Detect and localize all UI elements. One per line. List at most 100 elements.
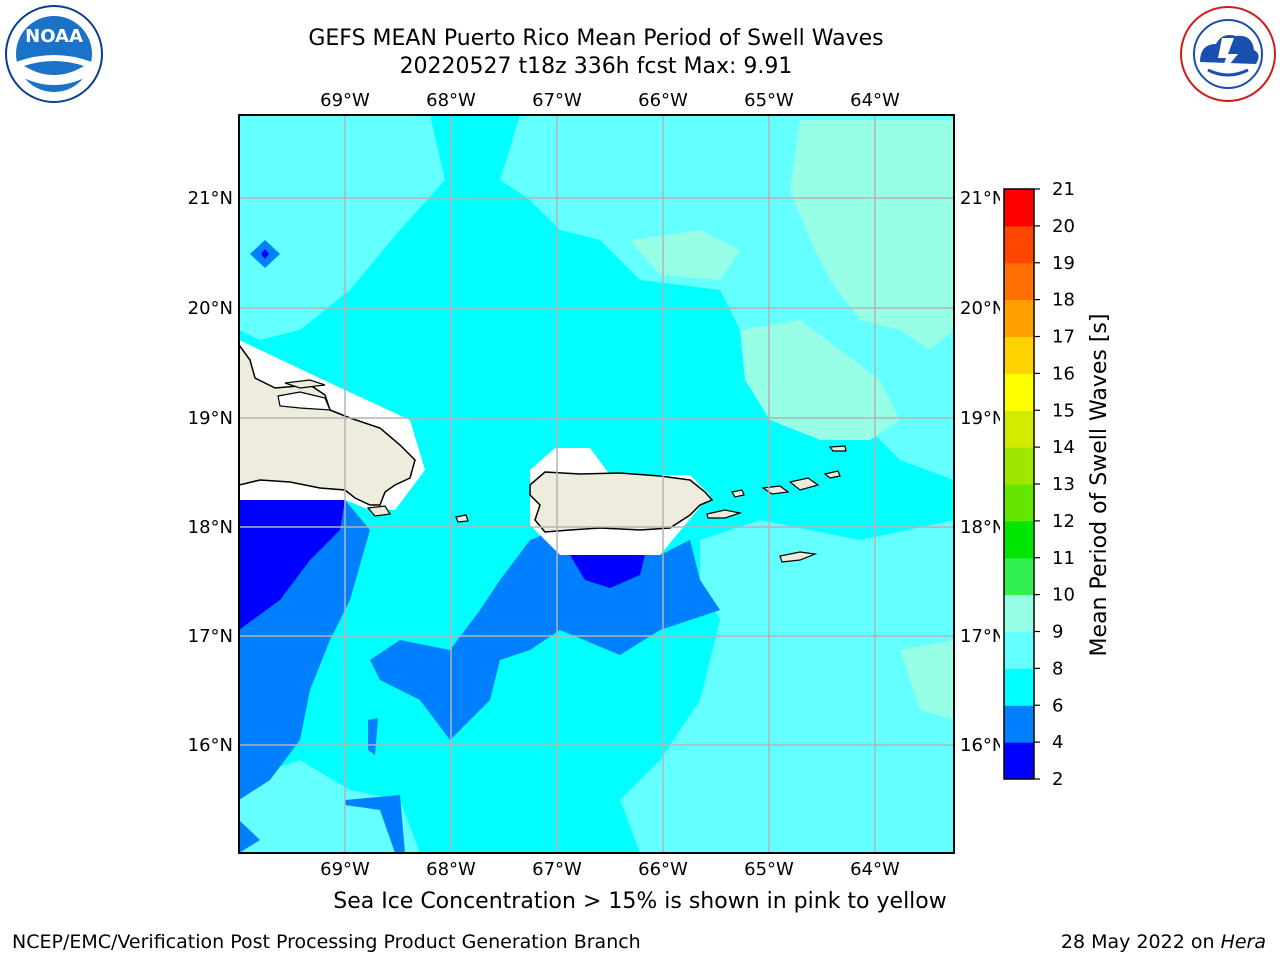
swell-region-9-10-mid bbox=[740, 320, 900, 440]
colorbar-segment bbox=[1004, 484, 1034, 522]
lon-label: 69°W bbox=[320, 90, 370, 111]
swell-region-8-9-se bbox=[620, 520, 954, 853]
lat-label: 17°N bbox=[188, 626, 233, 647]
colorbar-tick-label: 21 bbox=[1052, 179, 1075, 200]
swell-region-8-9-diamond bbox=[834, 598, 862, 624]
swell-region-4-6-sw bbox=[239, 820, 260, 853]
colorbar-tick-label: 10 bbox=[1052, 585, 1075, 606]
lon-label: 68°W bbox=[426, 859, 476, 880]
lat-label: 16°N bbox=[960, 735, 1005, 756]
colorbar-tick-label: 15 bbox=[1052, 400, 1075, 421]
colorbar-segment bbox=[1004, 225, 1034, 264]
footer-date-text: 28 May 2022 on bbox=[1060, 931, 1221, 953]
lon-label: 66°W bbox=[638, 859, 688, 880]
colorbar-tick-label: 16 bbox=[1052, 363, 1075, 384]
lat-label: 21°N bbox=[188, 188, 233, 209]
colorbar-segment bbox=[1004, 742, 1034, 780]
swell-region-9-10-se bbox=[900, 640, 954, 720]
colorbar-tick-label: 19 bbox=[1052, 253, 1075, 274]
colorbar-segment bbox=[1004, 336, 1034, 374]
swell-region-4-6-south bbox=[370, 530, 720, 740]
lat-label: 17°N bbox=[960, 626, 1005, 647]
land-mona-island bbox=[455, 514, 469, 523]
colorbar-segment bbox=[1004, 447, 1034, 485]
title-line-1: GEFS MEAN Puerto Rico Mean Period of Swe… bbox=[308, 26, 884, 51]
lon-label: 67°W bbox=[532, 859, 582, 880]
lat-label: 20°N bbox=[188, 298, 233, 319]
colorbar-tick-label: 9 bbox=[1052, 622, 1063, 643]
land-st-croix bbox=[779, 551, 818, 563]
colorbar-tick-label: 13 bbox=[1052, 474, 1075, 495]
noaa-logo-text: NOAA bbox=[25, 26, 83, 47]
map-gridlines bbox=[239, 115, 954, 853]
colorbar-tick-label: 20 bbox=[1052, 216, 1075, 237]
colorbar-segment bbox=[1004, 705, 1034, 743]
lat-label: 16°N bbox=[188, 735, 233, 756]
lat-labels-right: 21°N 20°N 19°N 18°N 17°N 16°N bbox=[960, 188, 1005, 756]
swell-region-2-4-south bbox=[570, 555, 645, 588]
colorbar bbox=[1003, 188, 1035, 780]
land-peninsula bbox=[284, 379, 326, 389]
colorbar-segment bbox=[1004, 668, 1034, 706]
land-saona-island bbox=[366, 505, 392, 517]
lat-label: 18°N bbox=[188, 517, 233, 538]
colorbar-segment bbox=[1004, 189, 1034, 227]
lat-labels-left: 21°N 20°N 19°N 18°N 17°N 16°N bbox=[188, 188, 233, 756]
colorbar-tick-label: 11 bbox=[1052, 548, 1075, 569]
land-culebra bbox=[731, 489, 745, 498]
lon-label: 64°W bbox=[850, 859, 900, 880]
lat-label: 21°N bbox=[960, 188, 1005, 209]
lat-label: 20°N bbox=[960, 298, 1005, 319]
lon-label: 68°W bbox=[426, 90, 476, 111]
colorbar-segment bbox=[1004, 594, 1034, 632]
colorbar-tick-label: 2 bbox=[1052, 769, 1063, 790]
lon-labels-top: 69°W 68°W 67°W 66°W 65°W 64°W bbox=[320, 90, 900, 111]
lon-label: 67°W bbox=[532, 90, 582, 111]
samana-bay bbox=[277, 391, 331, 411]
swell-region-9-10-ne bbox=[790, 120, 954, 350]
land-virgin-gorda bbox=[823, 470, 841, 479]
colorbar-tick-label: 8 bbox=[1052, 658, 1063, 679]
map-plot-area bbox=[239, 115, 954, 853]
colorbar-segment bbox=[1004, 262, 1034, 301]
lat-label: 18°N bbox=[960, 517, 1005, 538]
colorbar-tick-label: 18 bbox=[1052, 290, 1075, 311]
colorbar-tick-label: 17 bbox=[1052, 327, 1075, 348]
noaa-logo: NOAA bbox=[5, 5, 103, 103]
footer-credit: NCEP/EMC/Verification Post Processing Pr… bbox=[12, 931, 641, 953]
land-tortola bbox=[788, 477, 820, 491]
footer-host: Hera bbox=[1220, 931, 1266, 953]
lon-label: 69°W bbox=[320, 859, 370, 880]
swell-region-2-4-west bbox=[239, 500, 345, 630]
swell-region-8-9-sw bbox=[239, 760, 420, 853]
colorbar-ticks: 2 4 6 8 9 10 11 12 13 14 15 16 17 18 19 20 21 bbox=[1034, 179, 1075, 790]
nws-logo bbox=[1180, 6, 1276, 102]
colorbar-segment bbox=[1004, 410, 1034, 448]
map-frame bbox=[238, 114, 955, 854]
colorbar-segment bbox=[1004, 299, 1034, 337]
swell-region-8-9-nw bbox=[239, 115, 445, 340]
lat-label: 19°N bbox=[188, 408, 233, 429]
lon-labels-bottom: 69°W 68°W 67°W 66°W 65°W 64°W bbox=[320, 859, 900, 880]
footer-date: 28 May 2022 on Hera bbox=[1061, 931, 1266, 953]
lon-label: 65°W bbox=[744, 859, 794, 880]
land-vieques bbox=[706, 509, 743, 519]
colorbar-segment bbox=[1004, 520, 1034, 559]
lon-label: 65°W bbox=[744, 90, 794, 111]
swell-region-9-10-patch bbox=[630, 230, 740, 280]
colorbar-tick-label: 12 bbox=[1052, 511, 1075, 532]
colorbar-segment bbox=[1004, 631, 1034, 669]
lon-label: 64°W bbox=[850, 90, 900, 111]
caption: Sea Ice Concentration > 15% is shown in … bbox=[333, 889, 947, 914]
swell-region-4-6-south-edge bbox=[345, 795, 405, 853]
colorbar-segment bbox=[1004, 373, 1034, 411]
colorbar-tick-label: 4 bbox=[1052, 732, 1063, 753]
colorbar-label: Mean Period of Swell Waves [s] bbox=[1087, 314, 1112, 657]
swell-region-2-4-diamond bbox=[261, 249, 269, 259]
lat-label: 19°N bbox=[960, 408, 1005, 429]
colorbar-tick-label: 14 bbox=[1052, 437, 1075, 458]
title-line-2: 20220527 t18z 336h fcst Max: 9.91 bbox=[399, 54, 793, 79]
lon-label: 66°W bbox=[638, 90, 688, 111]
colorbar-tick-label: 6 bbox=[1052, 695, 1063, 716]
